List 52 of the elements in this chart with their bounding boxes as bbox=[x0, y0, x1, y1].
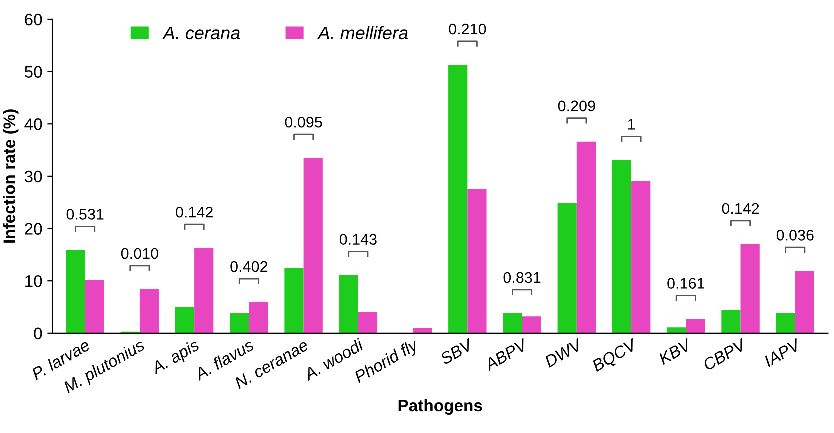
y-tick-label: 50 bbox=[24, 66, 42, 78]
annotation: 0.010 bbox=[121, 248, 158, 260]
x-tick-label: KBV bbox=[658, 338, 694, 366]
bar bbox=[175, 307, 195, 334]
bar bbox=[686, 319, 706, 334]
bar bbox=[304, 158, 323, 334]
annotation: 0.210 bbox=[449, 24, 486, 35]
annotation: 0.531 bbox=[66, 209, 104, 220]
bar bbox=[632, 181, 651, 334]
bar bbox=[140, 289, 160, 334]
annotation: 0.142 bbox=[176, 206, 213, 218]
bar bbox=[576, 142, 596, 334]
bar bbox=[66, 250, 86, 334]
bar bbox=[358, 312, 378, 334]
annotation: 1 bbox=[628, 119, 636, 130]
annotation: 0.402 bbox=[230, 261, 268, 272]
y-tick-label: 10 bbox=[26, 275, 42, 288]
bar bbox=[468, 189, 487, 334]
bar bbox=[249, 302, 268, 334]
bar bbox=[740, 244, 760, 334]
y-tick-label: 60 bbox=[25, 14, 42, 26]
x-tick-label: SBV bbox=[439, 338, 475, 366]
bar bbox=[503, 314, 522, 334]
bar bbox=[795, 271, 815, 334]
legend-label: A. cerana bbox=[162, 26, 240, 40]
x-axis-title: Pathogens bbox=[398, 399, 482, 416]
bar bbox=[194, 248, 214, 334]
bar bbox=[284, 268, 304, 334]
bar bbox=[413, 328, 432, 334]
legend-label: A. mellifera bbox=[317, 26, 408, 40]
y-tick-label: 20 bbox=[25, 223, 42, 235]
bar bbox=[85, 280, 104, 334]
bar bbox=[722, 310, 741, 334]
annotation: 0.161 bbox=[668, 278, 705, 289]
bar bbox=[776, 314, 796, 334]
annotation: 0.095 bbox=[285, 116, 322, 128]
annotation: 0.143 bbox=[340, 234, 377, 246]
y-axis-title: Infection rate (%) bbox=[3, 110, 19, 243]
annotation: 0.142 bbox=[722, 203, 760, 214]
annotation: 0.209 bbox=[558, 100, 596, 112]
bar bbox=[448, 65, 468, 334]
y-tick-label: 40 bbox=[24, 118, 42, 130]
bar bbox=[612, 160, 632, 334]
y-tick-label: 30 bbox=[24, 170, 42, 183]
bar bbox=[558, 203, 577, 334]
bar bbox=[667, 328, 686, 334]
bar bbox=[230, 314, 250, 334]
annotation: 0.036 bbox=[776, 230, 814, 241]
annotation: 0.831 bbox=[504, 272, 541, 284]
bar bbox=[522, 316, 542, 334]
y-tick-label: 0 bbox=[34, 328, 42, 340]
bar bbox=[339, 275, 358, 334]
